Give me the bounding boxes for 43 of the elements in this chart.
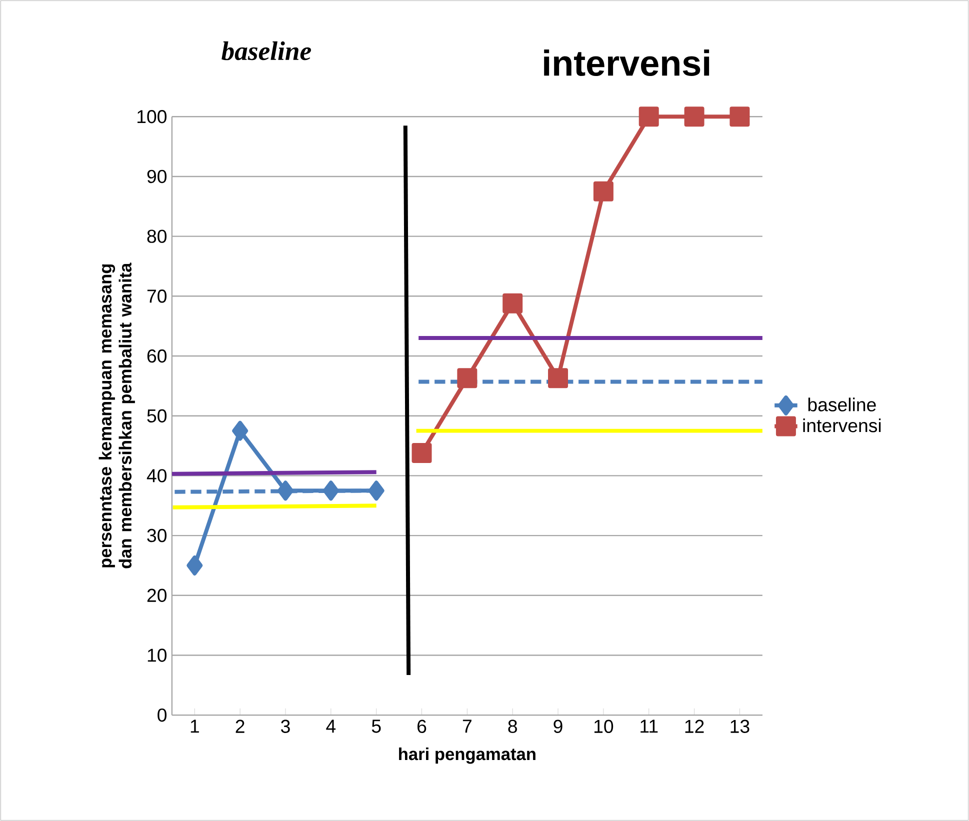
y-tick-label: 100 [138, 110, 167, 124]
x-tick-label: 1 [190, 720, 199, 733]
point [232, 420, 248, 441]
x-tick-label: 6 [418, 720, 426, 733]
point [322, 480, 339, 501]
x-tick-label: 12 [685, 720, 704, 733]
y-tick-label: 60 [147, 349, 167, 363]
point [278, 480, 294, 501]
x-tick-label: 9 [554, 720, 562, 733]
y-tick-label: 20 [147, 588, 167, 602]
y-tick-label: 10 [148, 648, 167, 662]
x-tick-label: 4 [326, 720, 336, 733]
y-tick-label: 30 [147, 528, 167, 542]
x-tick-label: 2 [236, 720, 244, 733]
y-tick-label: 90 [147, 170, 167, 184]
y-axis-title: persenntase kemampuan memasang dan membersihkan pembaliut wanita [98, 262, 135, 568]
point [730, 106, 750, 127]
legend-label: baseline [808, 398, 876, 412]
y-tick-label: 0 [158, 708, 167, 722]
y-tick-label: 40 [146, 469, 167, 482]
x-tick-label: 7 [462, 720, 472, 733]
text: intervensi [544, 50, 710, 76]
point [186, 555, 203, 576]
point [684, 106, 704, 127]
point [548, 368, 568, 388]
legend-label: intervensi [803, 418, 881, 432]
point [368, 480, 384, 501]
point [502, 293, 523, 314]
point [457, 368, 478, 388]
y-tick-label: 80 [147, 230, 167, 243]
y-tick-label: 50 [147, 409, 167, 422]
text: baseline [222, 41, 312, 60]
point [412, 442, 432, 463]
x-tick-label: 3 [281, 720, 290, 733]
x-tick-label: 10 [594, 720, 614, 733]
point [593, 181, 614, 202]
x-tick-label: 11 [640, 720, 658, 733]
x-tick-label: 8 [508, 720, 517, 733]
point [638, 106, 659, 127]
y-tick-label: 70 [147, 290, 167, 303]
x-tick-label: 5 [372, 720, 381, 733]
x-tick-label: 13 [730, 720, 750, 733]
x-axis-title: hari pengamatan [399, 747, 536, 764]
